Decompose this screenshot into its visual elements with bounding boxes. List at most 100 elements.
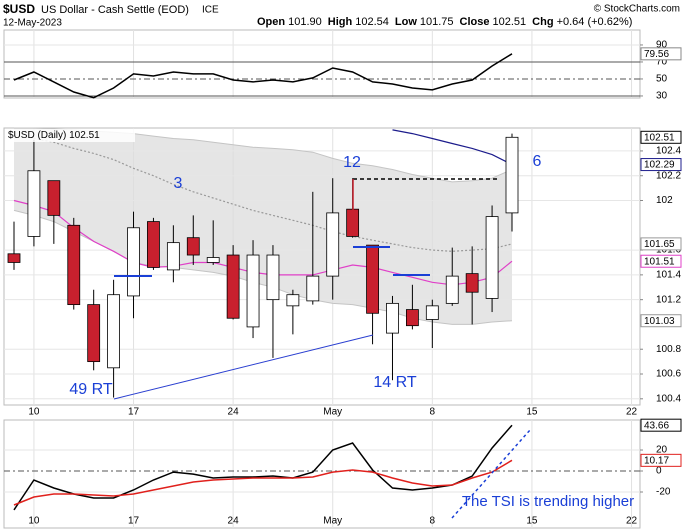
value-box-label: 102.29 bbox=[644, 160, 675, 171]
candle-body bbox=[445, 275, 459, 304]
candle-body bbox=[206, 257, 220, 263]
wave-label: 12 bbox=[343, 154, 361, 171]
candle-body bbox=[425, 305, 439, 320]
candle-body bbox=[87, 304, 101, 363]
cycle-label: 49 RT bbox=[69, 381, 113, 398]
indicator-line bbox=[13, 53, 513, 99]
stats: Open 101.90 High 102.54 Low 101.75 Close 102.51… bbox=[257, 16, 632, 28]
x-tick-label: May bbox=[323, 407, 342, 418]
value-box-label: 79.56 bbox=[644, 49, 669, 60]
x-tick-label: 17 bbox=[128, 516, 140, 527]
value-box bbox=[640, 158, 682, 172]
stat-label: Open bbox=[257, 16, 285, 28]
value-box-label: 101.51 bbox=[644, 256, 675, 267]
tsi-trend-line bbox=[451, 429, 531, 519]
y-tick-label: 101.4 bbox=[656, 270, 681, 281]
candle-body bbox=[485, 216, 499, 299]
tsi-note: The TSI is trending higher bbox=[462, 493, 634, 510]
candle-body bbox=[7, 253, 21, 263]
value-box-label: 10.17 bbox=[644, 455, 669, 466]
y-tick-label: 100.4 bbox=[656, 393, 681, 404]
candle-body bbox=[366, 244, 379, 314]
candle-body bbox=[386, 302, 399, 334]
candle-body bbox=[226, 254, 240, 319]
stat-value: 102.51 bbox=[493, 16, 527, 28]
candle-body bbox=[127, 227, 140, 297]
x-tick-label: 24 bbox=[228, 516, 240, 527]
candle-body bbox=[405, 309, 419, 327]
y-tick-label: 100.6 bbox=[656, 369, 681, 380]
candle-body bbox=[465, 273, 479, 293]
overlay-line bbox=[392, 129, 513, 166]
watermark: © StockCharts.com bbox=[594, 4, 680, 15]
legend: $USD (Daily) 102.51 bbox=[8, 130, 100, 141]
exchange: ICE bbox=[202, 5, 219, 16]
indicator-line bbox=[13, 459, 513, 506]
y-tick-label: 102.2 bbox=[656, 170, 681, 181]
candle-body bbox=[505, 136, 519, 214]
legend-value: 102.51 bbox=[69, 130, 100, 141]
x-tick-label: 22 bbox=[626, 407, 638, 418]
value-box bbox=[640, 418, 682, 432]
candle-body bbox=[266, 254, 280, 301]
stat-label: High bbox=[328, 16, 353, 28]
value-box-label: 102.51 bbox=[644, 132, 675, 143]
y-tick-label: 102 bbox=[656, 195, 673, 206]
date: 12-May-2023 bbox=[3, 18, 62, 29]
y-tick-label: 100.8 bbox=[656, 344, 681, 355]
cycle-label: 14 RT bbox=[373, 374, 417, 391]
value-box-label: 101.03 bbox=[644, 316, 675, 327]
candle-body bbox=[166, 242, 180, 271]
x-tick-label: 17 bbox=[128, 407, 140, 418]
y-tick-label: 90 bbox=[656, 40, 668, 51]
overlay-line bbox=[13, 134, 513, 252]
stat-value: 102.54 bbox=[355, 16, 389, 28]
indicator-line bbox=[13, 424, 513, 511]
tsi-frame bbox=[3, 419, 641, 529]
overlay-line bbox=[13, 199, 513, 286]
value-box-label: 43.66 bbox=[644, 420, 669, 431]
x-tick-label: 10 bbox=[28, 516, 40, 527]
x-tick-label: May bbox=[323, 516, 342, 527]
stat-label: Low bbox=[395, 16, 417, 28]
price-frame bbox=[3, 127, 641, 406]
legend-name: $USD (Daily) bbox=[8, 130, 66, 141]
stat-value: 101.90 bbox=[288, 16, 322, 28]
candle-body bbox=[27, 170, 41, 237]
wave-label: 3 bbox=[174, 175, 183, 192]
value-box bbox=[640, 453, 682, 467]
y-tick-label: -20 bbox=[656, 487, 671, 498]
y-tick-label: 50 bbox=[656, 74, 668, 85]
candle-body bbox=[147, 221, 160, 268]
candle-body bbox=[306, 275, 320, 302]
candle-body bbox=[286, 294, 300, 307]
title: US Dollar - Cash Settle (EOD) bbox=[41, 4, 189, 16]
candle-body bbox=[107, 294, 120, 369]
candle-body bbox=[246, 254, 260, 328]
wave-label: 6 bbox=[533, 153, 542, 170]
stat-label: Chg bbox=[532, 16, 553, 28]
candle-body bbox=[47, 180, 61, 216]
x-tick-label: 15 bbox=[526, 516, 538, 527]
y-tick-label: 20 bbox=[656, 445, 668, 456]
stat-value: 101.75 bbox=[420, 16, 454, 28]
x-tick-label: 10 bbox=[28, 407, 40, 418]
value-box bbox=[640, 314, 682, 328]
stat-label: Close bbox=[460, 16, 490, 28]
value-box bbox=[640, 47, 682, 61]
x-tick-label: 15 bbox=[526, 407, 538, 418]
candle-body bbox=[346, 208, 360, 237]
candle-body bbox=[67, 224, 81, 306]
symbol: $USD bbox=[3, 2, 35, 16]
value-box-label: 101.65 bbox=[644, 239, 675, 250]
value-box bbox=[640, 130, 682, 144]
legend-bg bbox=[5, 129, 135, 142]
candle-body bbox=[186, 237, 200, 256]
value-box bbox=[640, 237, 682, 251]
y-tick-label: 30 bbox=[656, 91, 668, 102]
value-box bbox=[640, 254, 682, 268]
stat-value: +0.64 (+0.62%) bbox=[557, 16, 633, 28]
y-tick-label: 102.4 bbox=[656, 146, 681, 157]
y-tick-label: 0 bbox=[656, 466, 662, 477]
